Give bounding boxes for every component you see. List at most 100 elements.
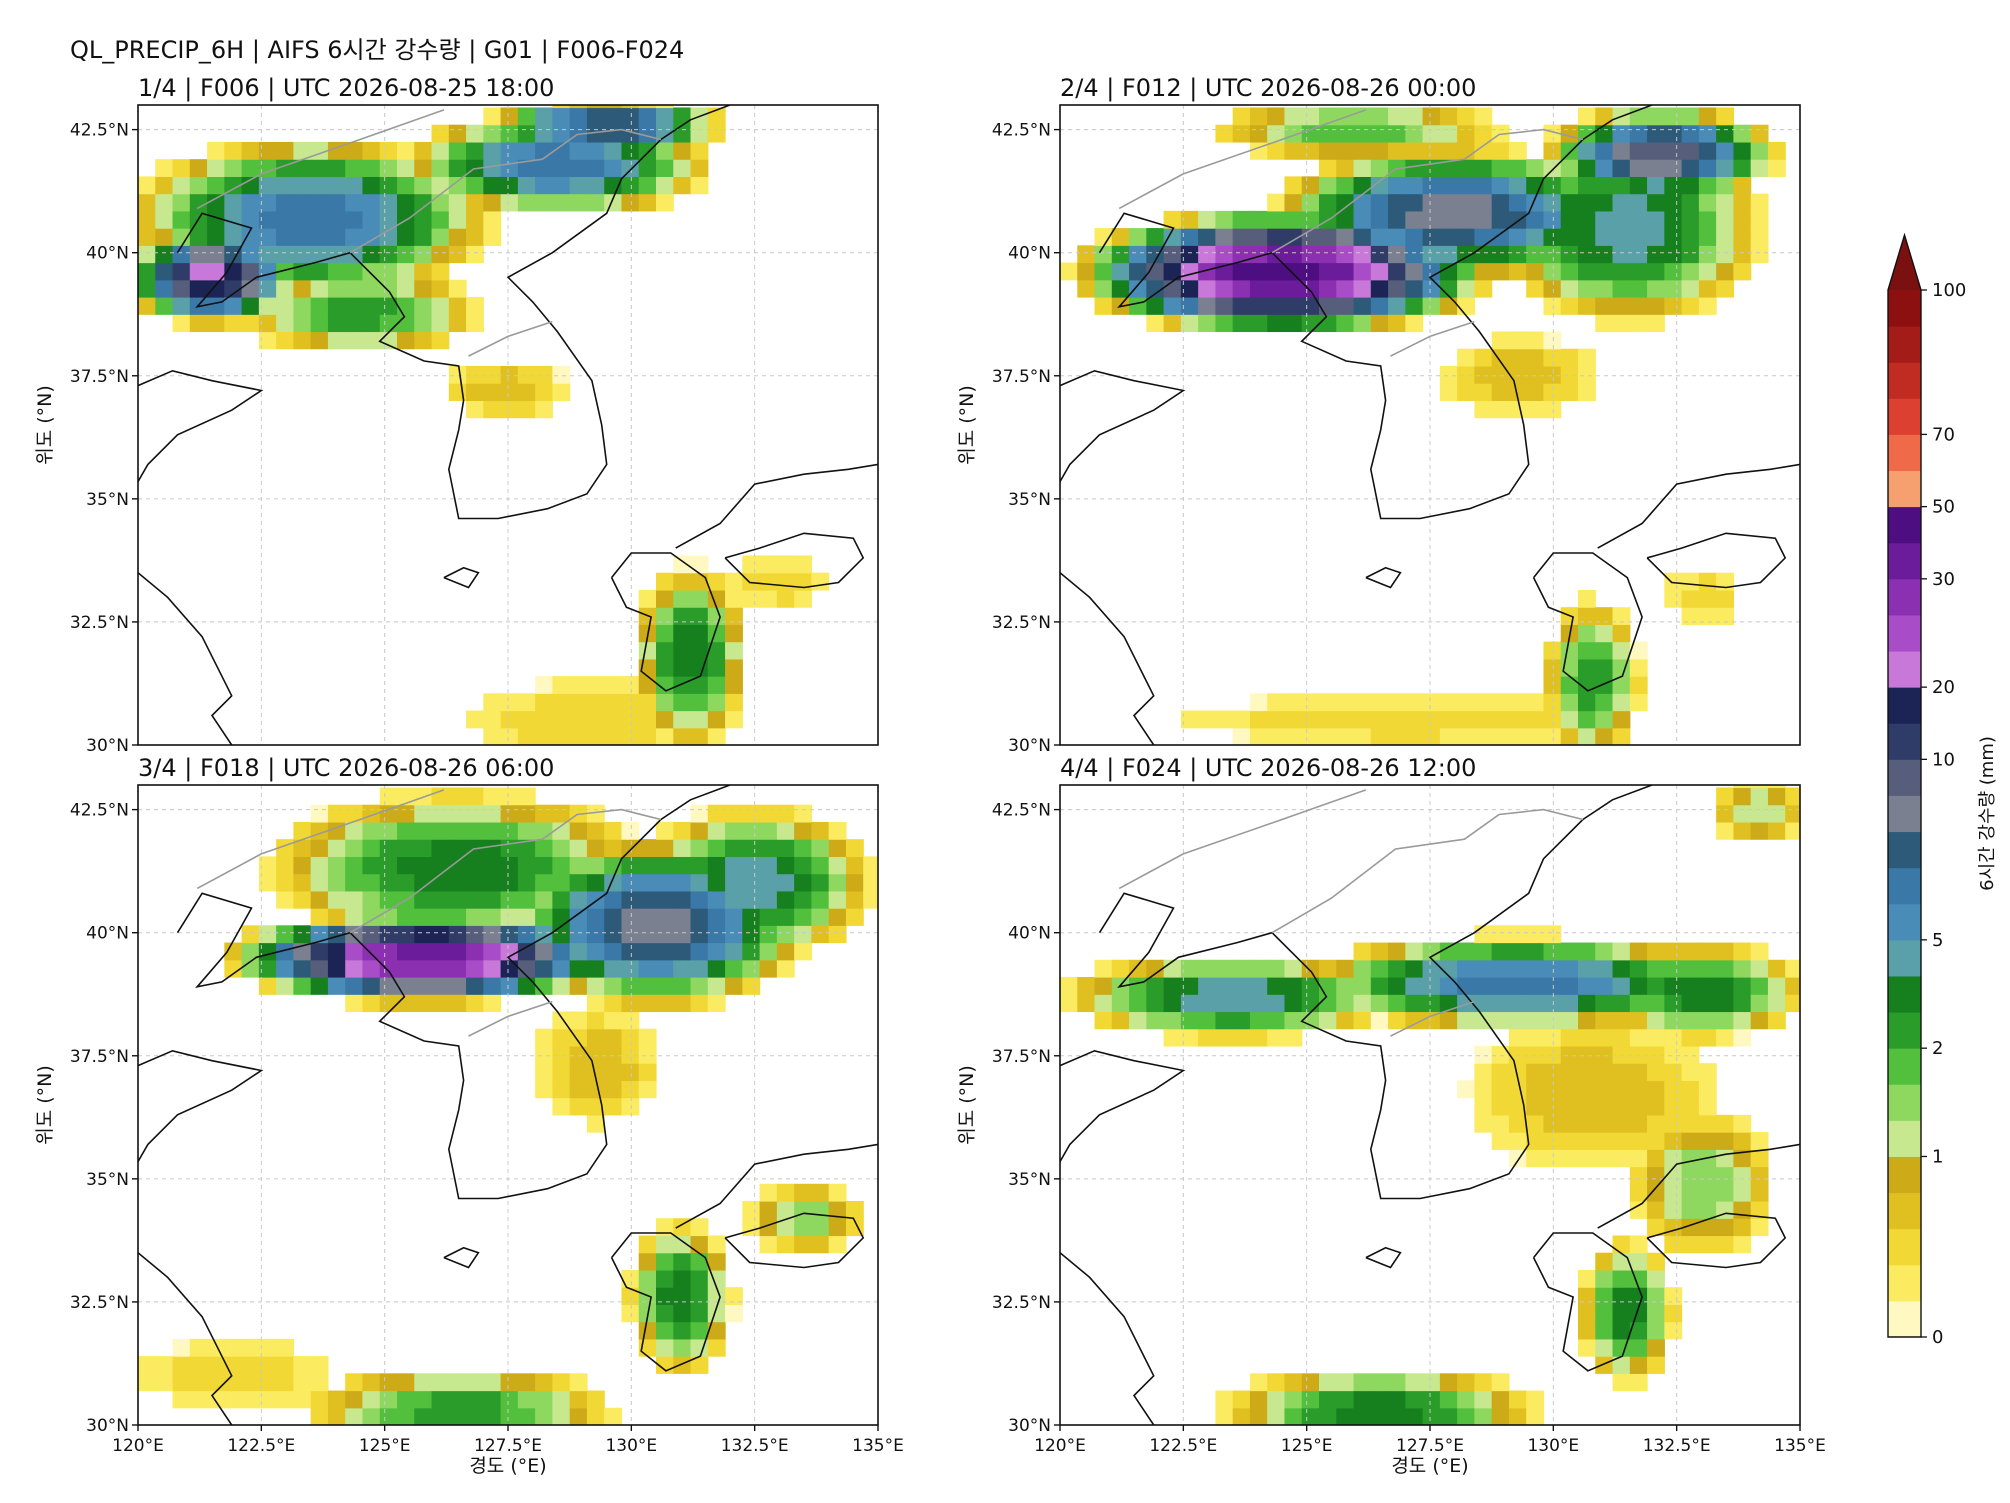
precip-cell xyxy=(1111,262,1130,281)
precip-cell xyxy=(414,804,433,823)
precip-cell xyxy=(552,1063,571,1081)
precip-cell xyxy=(690,124,709,143)
precip-cell xyxy=(552,1045,571,1064)
precip-cell xyxy=(1129,1011,1147,1030)
precip-cell xyxy=(1508,245,1527,264)
precip-cell xyxy=(535,365,553,384)
precip-cell xyxy=(1111,959,1130,978)
precip-cell xyxy=(535,176,553,195)
precip-cell xyxy=(1578,210,1596,229)
precip-cell xyxy=(552,959,571,978)
precip-cell xyxy=(379,959,398,978)
precip-cell xyxy=(448,908,467,926)
precip-cell xyxy=(310,873,329,892)
precip-cell xyxy=(1733,804,1752,823)
precip-cell xyxy=(483,141,502,160)
precip-cell xyxy=(1353,1407,1372,1425)
precip-cell xyxy=(345,193,364,212)
precip-cell xyxy=(172,1356,191,1374)
precip-cell xyxy=(552,710,571,729)
precip-cell xyxy=(1491,262,1510,281)
precip-cell xyxy=(1612,1063,1631,1081)
precip-cell xyxy=(1474,1390,1493,1409)
precip-cell xyxy=(1439,994,1458,1013)
precip-cell xyxy=(1146,314,1165,333)
precip-cell xyxy=(742,977,761,995)
precip-cell xyxy=(172,228,191,246)
precip-cell xyxy=(656,942,674,961)
precip-cell xyxy=(397,245,415,264)
precip-cell xyxy=(310,176,329,195)
precip-cell xyxy=(1664,1011,1683,1030)
precip-cell xyxy=(431,1390,450,1409)
precip-cell xyxy=(397,821,415,840)
precip-cell xyxy=(1405,693,1424,712)
precip-cell xyxy=(1681,1045,1700,1064)
precip-cell xyxy=(1595,1287,1614,1305)
precip-cell xyxy=(1474,228,1493,246)
precip-cell xyxy=(535,727,553,745)
precip-cell xyxy=(1595,710,1614,729)
precip-cell xyxy=(1595,1063,1614,1081)
precip-cell xyxy=(1284,245,1303,264)
precip-cell xyxy=(1370,959,1389,978)
precip-cell xyxy=(1526,925,1545,944)
precip-cell xyxy=(1526,1390,1545,1409)
precip-cell xyxy=(1578,1338,1596,1357)
precip-cell xyxy=(293,1390,312,1409)
precip-cell xyxy=(189,1390,208,1409)
precip-cell xyxy=(845,873,864,892)
precip-cell xyxy=(828,1201,847,1219)
precip-cell xyxy=(448,890,467,909)
precip-cell xyxy=(1526,245,1545,264)
precip-cell xyxy=(414,977,433,995)
precip-cell xyxy=(1578,279,1596,298)
precip-cell xyxy=(224,141,243,160)
precip-cell xyxy=(656,890,674,909)
precip-cell xyxy=(1232,1407,1251,1425)
precip-cell xyxy=(569,959,588,978)
precip-cell xyxy=(362,331,381,350)
precip-cell xyxy=(448,279,467,298)
precip-cell xyxy=(1111,1011,1130,1030)
precip-cell xyxy=(1526,1132,1545,1150)
precip-cell xyxy=(1077,977,1096,995)
precip-cell xyxy=(1198,279,1216,298)
precip-cell xyxy=(586,1390,605,1409)
precip-cell xyxy=(1180,297,1199,315)
coastline xyxy=(443,566,480,589)
precip-cell xyxy=(535,159,553,177)
precip-cell xyxy=(258,1373,277,1392)
precip-cell xyxy=(621,176,640,195)
precip-cell xyxy=(707,821,726,840)
precip-cell xyxy=(1249,1373,1268,1392)
precip-cell xyxy=(1508,400,1527,419)
precip-cell xyxy=(794,555,812,574)
precip-cell xyxy=(1301,994,1320,1013)
precip-cell xyxy=(1629,1252,1648,1271)
colorbar-segment xyxy=(1888,1156,1921,1194)
precip-cell xyxy=(1491,693,1510,712)
precip-cell xyxy=(483,925,502,944)
precip-cell xyxy=(466,210,484,229)
precip-cell xyxy=(1543,1011,1562,1030)
precip-cell xyxy=(1215,314,1234,333)
precip-cell xyxy=(1664,1063,1683,1081)
precip-cell xyxy=(414,856,433,875)
precip-cell xyxy=(224,245,243,264)
precip-cell xyxy=(552,977,571,995)
precip-cell xyxy=(1491,1132,1510,1150)
precip-cell xyxy=(1405,141,1424,160)
precip-cell xyxy=(673,821,692,840)
precip-cell xyxy=(1439,693,1458,712)
precip-cell xyxy=(310,959,329,978)
colorbar-segment xyxy=(1888,867,1921,905)
precip-cell xyxy=(1647,1183,1665,1202)
y-axis-label: 위도 (°N) xyxy=(34,385,56,465)
precip-cell xyxy=(604,977,623,995)
precip-cell xyxy=(1388,693,1406,712)
precip-cell xyxy=(1612,159,1631,177)
precip-cell xyxy=(1595,1321,1614,1340)
precip-cell xyxy=(586,105,605,109)
precip-cell xyxy=(397,1373,415,1392)
